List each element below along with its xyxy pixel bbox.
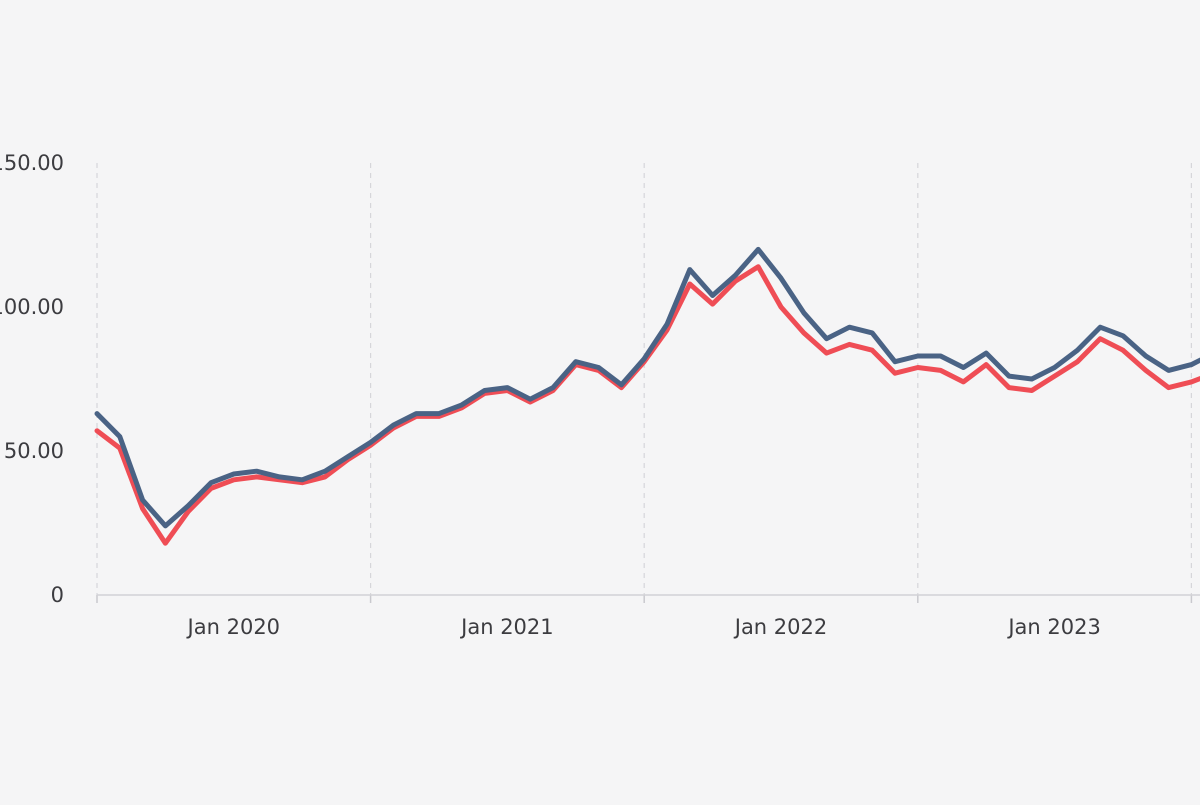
x-tick-label: Jan 2023 xyxy=(1006,615,1101,639)
series-line xyxy=(94,246,1200,529)
y-tick-label: 50.00 xyxy=(4,439,64,463)
label-layer: 0 50.00 100.00 150.00 Jan 2020 Jan 2021 Jan 20… xyxy=(0,151,1101,639)
series-layer xyxy=(94,246,1200,546)
series-line xyxy=(94,264,1200,546)
y-tick-label: 0 xyxy=(51,583,64,607)
x-tick-label: Jan 2022 xyxy=(733,615,828,639)
grid-layer xyxy=(96,163,1193,595)
x-tick-label: Jan 2021 xyxy=(459,615,554,639)
x-tick-label: Jan 2020 xyxy=(186,615,281,639)
axis-layer xyxy=(96,594,1200,603)
y-tick-label: 100.00 xyxy=(0,295,64,319)
y-tick-label: 150.00 xyxy=(0,151,64,175)
